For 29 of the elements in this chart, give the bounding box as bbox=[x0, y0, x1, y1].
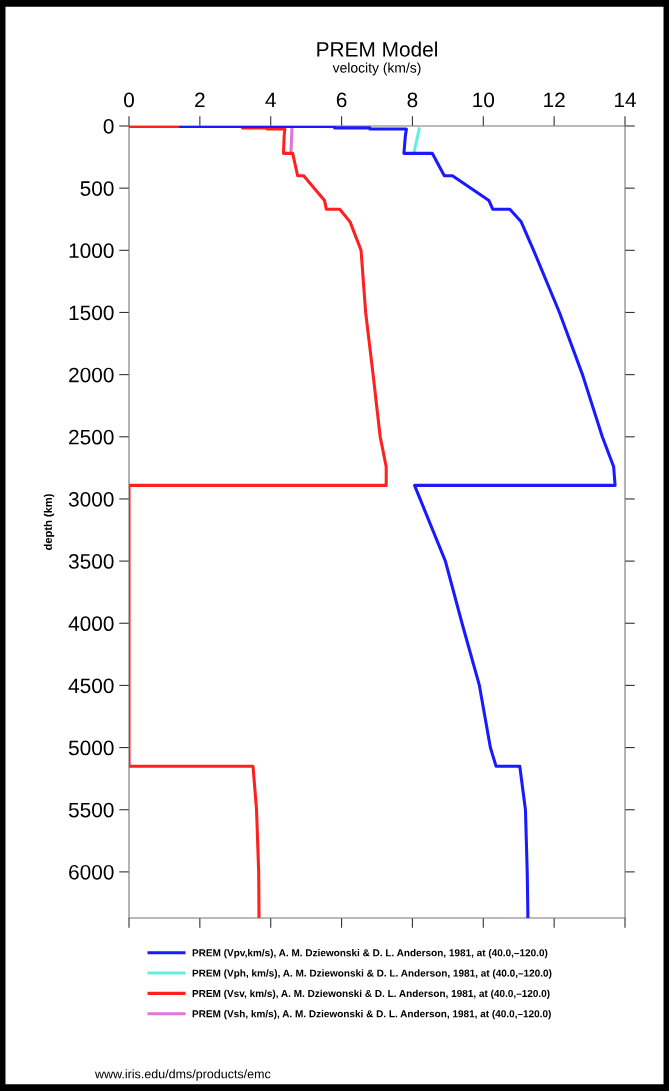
x-tick-label: 0 bbox=[124, 92, 134, 108]
legend-label: PREM (Vph, km/s), A. M. Dziewonski & D. L. Anderson, 1981, at (40.0,–120.0) bbox=[192, 969, 552, 979]
text: www.iris.edu/dms/products/emc bbox=[94, 1069, 271, 1081]
y-tick-label: 5000 bbox=[68, 740, 114, 756]
y-tick-label: 1500 bbox=[69, 305, 114, 321]
y-tick-label: 4500 bbox=[68, 678, 114, 694]
chart-title: PREM Model bbox=[317, 41, 437, 57]
y-tick-label: 500 bbox=[80, 181, 114, 196]
x-axis-title: velocity (km/s) bbox=[332, 62, 421, 76]
y-tick-label: 4000 bbox=[68, 616, 114, 632]
y-tick-label: 5500 bbox=[68, 802, 114, 818]
y-tick-label: 3000 bbox=[68, 491, 114, 507]
x-tick-label: 2 bbox=[195, 92, 205, 108]
y-tick-label: 6000 bbox=[69, 864, 114, 880]
legend-label: PREM (Vsh, km/s), A. M. Dziewonski & D. L. Anderson, 1981, at (40.0,–120.0) bbox=[192, 1009, 551, 1020]
x-tick-label: 10 bbox=[473, 92, 495, 108]
legend-label: PREM (Vsv, km/s), A. M. Dziewonski & D. L. Anderson, 1981, at (40.0,–120.0) bbox=[192, 989, 550, 999]
y-tick-label: 3500 bbox=[68, 554, 114, 569]
y-tick-label: 1000 bbox=[69, 243, 114, 259]
x-tick-label: 12 bbox=[544, 92, 565, 108]
y-tick-label: 2500 bbox=[69, 429, 114, 445]
legend-label: PREM (Vpv,km/s), A. M. Dziewonski & D. L. Anderson, 1981, at (40.0,–120.0) bbox=[192, 949, 548, 959]
y-tick-label: 2000 bbox=[69, 367, 114, 383]
x-tick-label: 8 bbox=[407, 92, 418, 108]
y-tick-label: 0 bbox=[103, 119, 114, 134]
x-tick-label: 6 bbox=[336, 92, 347, 108]
x-tick-label: 14 bbox=[615, 92, 636, 108]
x-tick-label: 4 bbox=[265, 92, 276, 108]
y-axis-title: depth (km) bbox=[43, 494, 55, 550]
